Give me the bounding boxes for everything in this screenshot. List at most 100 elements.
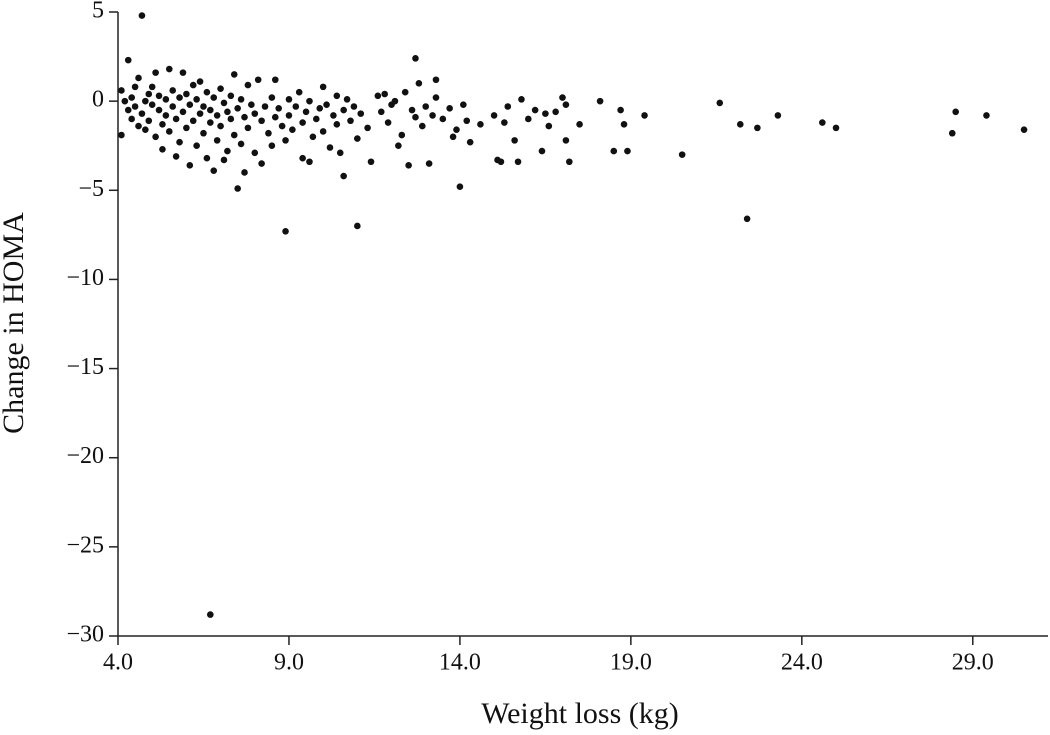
point (357, 110, 365, 117)
point (128, 115, 135, 123)
point (576, 121, 583, 128)
point (319, 83, 327, 91)
point (292, 103, 300, 110)
point (354, 135, 361, 142)
point (224, 147, 231, 155)
point (401, 88, 409, 96)
point (227, 92, 235, 100)
point (220, 99, 228, 107)
point (412, 113, 419, 121)
point (241, 113, 248, 121)
point (179, 108, 187, 116)
point (176, 138, 183, 146)
point (271, 76, 279, 84)
point (313, 115, 320, 123)
point (490, 112, 498, 119)
point (542, 110, 549, 117)
point (610, 147, 618, 155)
point (162, 96, 170, 103)
point (261, 103, 269, 110)
point (596, 97, 604, 105)
point (754, 124, 761, 132)
point (460, 101, 467, 109)
y-tick-label: −10 (66, 265, 104, 291)
point (196, 110, 204, 117)
point (210, 94, 218, 101)
point (138, 12, 146, 19)
point (241, 169, 248, 176)
point (145, 117, 153, 125)
point (518, 96, 525, 103)
point (234, 104, 241, 112)
y-tick-label: −5 (78, 176, 104, 202)
point (531, 106, 539, 114)
point (268, 94, 276, 101)
point (336, 149, 344, 157)
y-tick-label: −25 (66, 532, 104, 558)
point (268, 142, 276, 150)
point (620, 121, 628, 128)
point (384, 119, 392, 126)
point (501, 119, 508, 126)
point (230, 131, 238, 139)
point (200, 103, 207, 110)
point (118, 87, 125, 94)
point (213, 112, 221, 119)
point (217, 85, 224, 92)
point (330, 112, 337, 119)
point (196, 78, 204, 85)
point (819, 119, 826, 126)
point (511, 137, 518, 144)
point (155, 92, 163, 100)
point (282, 137, 289, 144)
point (559, 94, 566, 101)
point (716, 99, 724, 107)
point (295, 88, 303, 96)
point (186, 101, 194, 109)
point (316, 104, 324, 112)
point (343, 96, 351, 103)
point (220, 156, 228, 164)
point (419, 122, 426, 130)
point (189, 117, 197, 125)
point (952, 108, 959, 116)
point (306, 97, 313, 105)
point (251, 110, 259, 117)
point (207, 119, 214, 126)
point (405, 162, 412, 169)
point (165, 65, 173, 73)
point (248, 101, 255, 109)
point (135, 122, 142, 130)
point (172, 115, 180, 123)
point (425, 160, 433, 167)
point (155, 106, 163, 114)
point (340, 172, 347, 180)
point (466, 138, 474, 146)
point (333, 121, 341, 128)
point (381, 90, 388, 98)
point (319, 128, 327, 135)
point (429, 112, 436, 119)
point (391, 97, 399, 105)
point (678, 151, 686, 158)
point (408, 106, 416, 114)
point (422, 103, 430, 110)
x-tick-label: 19.0 (610, 650, 652, 676)
point (340, 106, 347, 114)
point (398, 131, 406, 139)
point (412, 55, 419, 62)
point (159, 121, 166, 128)
point (275, 104, 282, 112)
y-tick-label: 5 (92, 0, 104, 24)
point (237, 96, 245, 103)
point (326, 144, 334, 151)
point (446, 104, 453, 112)
point (152, 133, 159, 141)
point (217, 122, 224, 130)
point (207, 106, 214, 114)
point (142, 97, 149, 105)
point (254, 76, 262, 84)
point (299, 154, 306, 162)
point (145, 90, 153, 98)
